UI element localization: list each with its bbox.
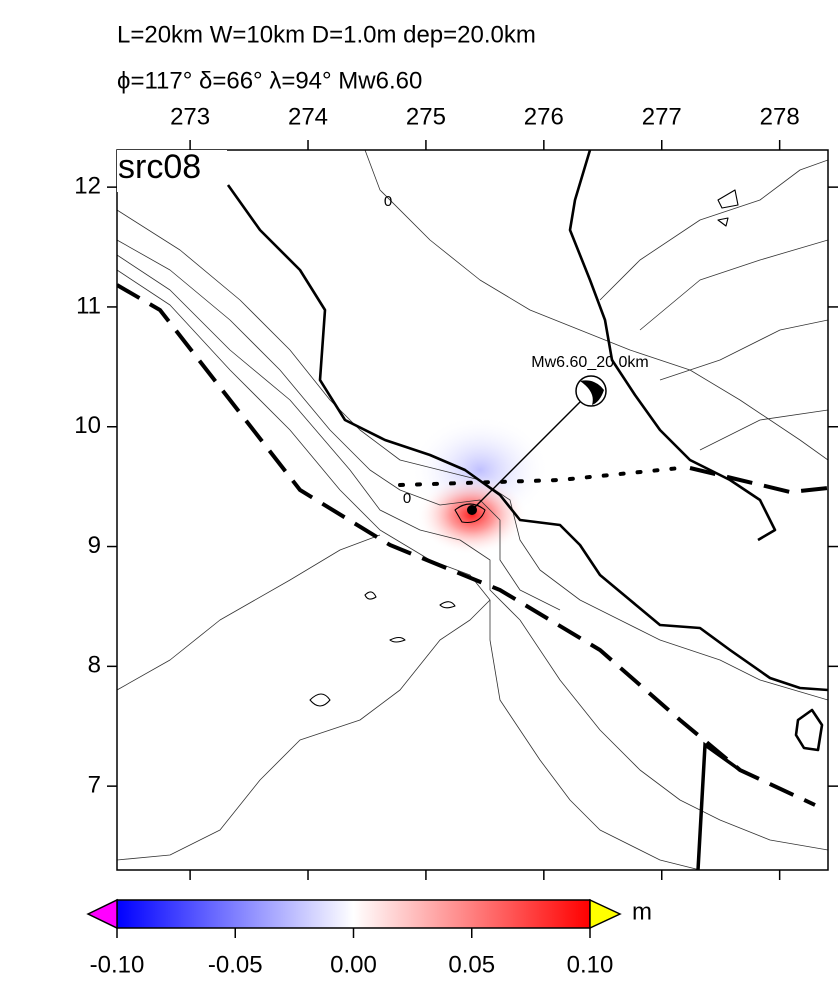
x-tick-label: 277 [642, 103, 682, 130]
colorbar-tick-label: -0.05 [208, 951, 263, 978]
label-box [117, 150, 227, 192]
colorbar-over [589, 898, 622, 930]
epicenter [467, 505, 477, 515]
y-tick-label: 12 [74, 172, 101, 199]
y-tick-label: 9 [88, 532, 101, 559]
title-line: L=20km W=10km D=1.0m dep=20.0km [117, 21, 536, 48]
colorbar-tick-label: -0.10 [90, 951, 145, 978]
title-line: ϕ=117° δ=66° λ=94° Mw6.60 [117, 67, 422, 94]
coastline [226, 184, 828, 692]
panel-label: src08 [118, 148, 201, 186]
contour-label: 0 [384, 193, 392, 210]
y-tick-label: 7 [88, 771, 101, 798]
colorbar-under [86, 898, 118, 930]
fault [689, 466, 828, 495]
coastline [794, 708, 824, 752]
x-tick-label: 273 [170, 103, 210, 130]
colorbar-scale [116, 899, 591, 929]
coastline [568, 150, 777, 542]
colorbar-unit: m [632, 898, 652, 925]
contour [309, 189, 739, 707]
contour [117, 254, 521, 621]
contour [364, 150, 828, 461]
x-tick-label: 274 [288, 103, 328, 130]
colorbar-tick-label: 0.10 [567, 951, 614, 978]
contour [117, 239, 561, 611]
colorbar-tick-label: 0.05 [448, 951, 495, 978]
map-area: Mw6.60_20.0km 0 0 [117, 150, 828, 870]
colorbar: m -0.10 -0.05 0.00 0.05 0.10 [86, 898, 652, 978]
x-tick-label: 275 [406, 103, 446, 130]
axes: 273 274 275 276 277 278 7 8 9 10 11 12 [74, 103, 838, 880]
contour [117, 269, 701, 870]
contour-label: 0 [403, 490, 411, 507]
map-frame [116, 149, 829, 871]
y-tick-label: 10 [74, 412, 101, 439]
contour [117, 534, 491, 861]
fault-dotted [398, 466, 682, 487]
contour [599, 159, 828, 451]
x-tick-label: 278 [760, 103, 800, 130]
fault [696, 741, 742, 870]
leader-line [471, 390, 592, 511]
contour [519, 619, 828, 851]
y-tick-label: 11 [76, 292, 101, 319]
colorbar-tick-label: 0.00 [330, 951, 377, 978]
trench [117, 283, 816, 807]
beachball [575, 375, 607, 407]
y-tick-label: 8 [88, 652, 101, 679]
event-label: Mw6.60_20.0km [531, 354, 648, 371]
x-tick-label: 276 [524, 103, 564, 130]
